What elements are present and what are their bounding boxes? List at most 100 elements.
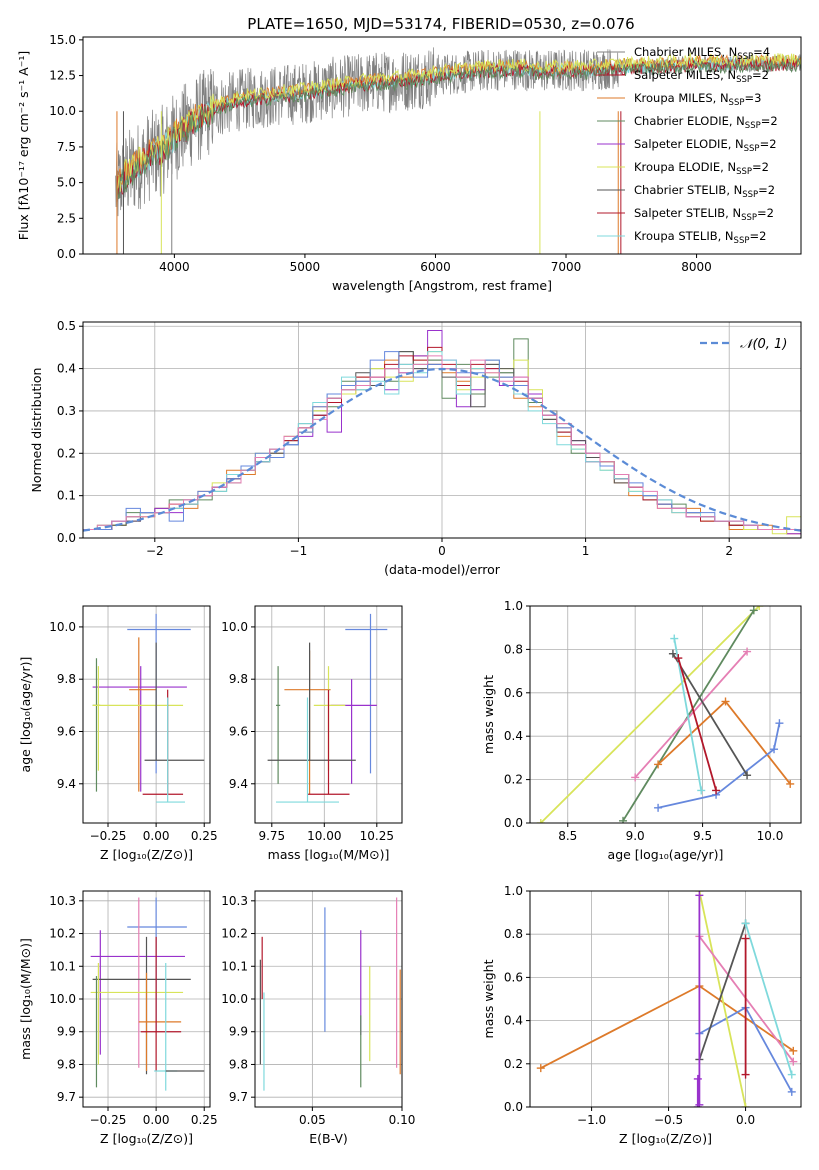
- legend-suffix: =2: [752, 160, 769, 174]
- y-tick-label: 0.2: [504, 1057, 523, 1071]
- x-axis-label: Z [log₁₀(Z/Z⊙)]: [100, 847, 193, 862]
- y-tick-label: 10.0: [49, 104, 76, 118]
- legend-suffix: =4: [753, 45, 770, 59]
- y-tick-label: 10.0: [221, 620, 248, 634]
- histograms: [83, 330, 801, 538]
- y-tick-label: 0.8: [504, 927, 523, 941]
- y-tick-label: 0.2: [57, 446, 76, 460]
- y-tick-label: 0.4: [57, 362, 76, 376]
- y-axis-label: Normed distribution: [29, 368, 44, 493]
- legend-name: Kroupa STELIB, N: [634, 229, 734, 243]
- legend-label: Chabrier STELIB, NSSP=2: [634, 183, 775, 200]
- residuals-panel: −2 −1 0 1 2 0.0 0.1 0.2 0.3 0.4 0.5 (data-model)/er…: [29, 319, 802, 577]
- legend-label: Salpeter ELODIE, NSSP=2: [634, 137, 777, 154]
- legend-label: Kroupa ELODIE, NSSP=2: [634, 160, 769, 177]
- x-tick-label: 0.25: [191, 829, 218, 843]
- legend-name: Chabrier MILES, N: [634, 45, 737, 59]
- x-tick-label: 0.00: [143, 1113, 170, 1127]
- x-axis-label: mass [log₁₀(M/M⊙)]: [268, 847, 390, 862]
- legend-sub: SSP: [745, 121, 761, 131]
- spectrum-lines: [115, 47, 801, 254]
- x-tick-label: −0.25: [90, 829, 127, 843]
- x-tick-label: −1.0: [577, 1113, 606, 1127]
- legend-sub: SSP: [736, 167, 752, 177]
- legend-suffix: =2: [749, 229, 766, 243]
- legend-name: Salpeter ELODIE, N: [634, 137, 744, 151]
- x-axis-label: wavelength [Angstrom, rest frame]: [332, 278, 552, 293]
- y-tick-label: 9.8: [229, 672, 248, 686]
- x-tick-label: 1: [582, 544, 590, 558]
- y-tick-label: 0.1: [57, 489, 76, 503]
- legend-sub: SSP: [729, 98, 745, 108]
- legend-name: Salpeter STELIB, N: [634, 206, 741, 220]
- y-tick-label: 10.1: [221, 959, 248, 973]
- legend-sub: SSP: [742, 190, 758, 200]
- errorbars: [259, 897, 401, 1091]
- y-tick-label: 0.5: [57, 319, 76, 333]
- y-tick-label: 2.5: [57, 211, 76, 225]
- legend-label: Kroupa STELIB, NSSP=2: [634, 229, 766, 246]
- legend-sub: SSP: [737, 52, 753, 62]
- axes-frame: [254, 605, 403, 824]
- histogram-step: [83, 355, 801, 538]
- weight-line: [673, 638, 703, 791]
- x-tick-label: 0.10: [389, 1113, 416, 1127]
- legend-label: Chabrier ELODIE, NSSP=2: [634, 114, 778, 131]
- legend-sub: SSP: [744, 144, 760, 154]
- legend-name: Salpeter MILES, N: [634, 68, 736, 82]
- axes-frame: [529, 605, 802, 824]
- weight-line: [744, 923, 793, 1075]
- y-tick-label: 9.8: [57, 672, 76, 686]
- legend-suffix: =2: [760, 137, 777, 151]
- x-tick-label: 4000: [159, 260, 190, 274]
- x-tick-label: 0.0: [736, 1113, 755, 1127]
- y-tick-label: 10.0: [221, 992, 248, 1006]
- y-tick-label: 10.3: [221, 894, 248, 908]
- x-tick-label: 9.0: [626, 829, 645, 843]
- model-spectrum: [116, 58, 801, 200]
- y-tick-label: 1.0: [504, 599, 523, 613]
- panels: 4000 5000 6000 7000 80000.02.55.07.510.012.5…: [16, 33, 802, 1146]
- weight-lines: [536, 891, 798, 1107]
- y-tick-label: 7.5: [57, 140, 76, 154]
- x-tick-label: 8.5: [558, 829, 577, 843]
- y-tick-label: 9.9: [57, 1025, 76, 1039]
- x-tick-label: 2: [725, 544, 733, 558]
- y-axis-label: mass [log₁₀(M/M⊙)]: [18, 938, 33, 1060]
- y-tick-label: 9.7: [229, 1090, 248, 1104]
- x-tick-label: 9.75: [258, 829, 285, 843]
- axes-frame: [82, 36, 802, 255]
- legend-name: Chabrier ELODIE, N: [634, 114, 745, 128]
- y-tick-label: 9.7: [57, 1090, 76, 1104]
- y-tick-label: 9.6: [57, 724, 76, 738]
- x-tick-label: 8000: [681, 260, 712, 274]
- gaussian-legend-label: 𝒩(0, 1): [740, 337, 787, 352]
- legend-label: Salpeter MILES, NSSP=2: [634, 68, 769, 85]
- y-tick-label: 1.0: [504, 884, 523, 898]
- x-tick-label: 0.05: [299, 1113, 326, 1127]
- y-tick-label: 9.4: [57, 777, 76, 791]
- axes-frame: [529, 890, 802, 1108]
- y-tick-label: 10.2: [49, 927, 76, 941]
- y-tick-label: 15.0: [49, 33, 76, 47]
- x-tick-label: 6000: [420, 260, 451, 274]
- x-tick-label: 5000: [290, 260, 321, 274]
- y-tick-label: 9.9: [229, 1025, 248, 1039]
- x-axis-label: Z [log₁₀(Z/Z⊙)]: [619, 1131, 712, 1146]
- legend-suffix: =3: [744, 91, 761, 105]
- legend-label: Kroupa MILES, NSSP=3: [634, 91, 761, 108]
- y-axis-label: mass weight: [481, 675, 496, 754]
- y-tick-label: 0.0: [504, 1100, 523, 1114]
- y-tick-label: 0.0: [504, 816, 523, 830]
- weight-line: [540, 606, 760, 823]
- y-tick-label: 0.4: [504, 1014, 523, 1028]
- y-tick-label: 10.0: [49, 992, 76, 1006]
- y-axis-label: age [log₁₀(age/yr)]: [18, 657, 33, 773]
- errorbars: [92, 613, 205, 803]
- y-tick-label: 9.8: [57, 1057, 76, 1071]
- ebv-mass-panel: 0.05 0.10 9.7 9.8 9.9 10.0 10.1 10.2 10.3 E(B-V): [221, 890, 416, 1146]
- x-axis-label: age [log₁₀(age/yr)]: [608, 847, 724, 862]
